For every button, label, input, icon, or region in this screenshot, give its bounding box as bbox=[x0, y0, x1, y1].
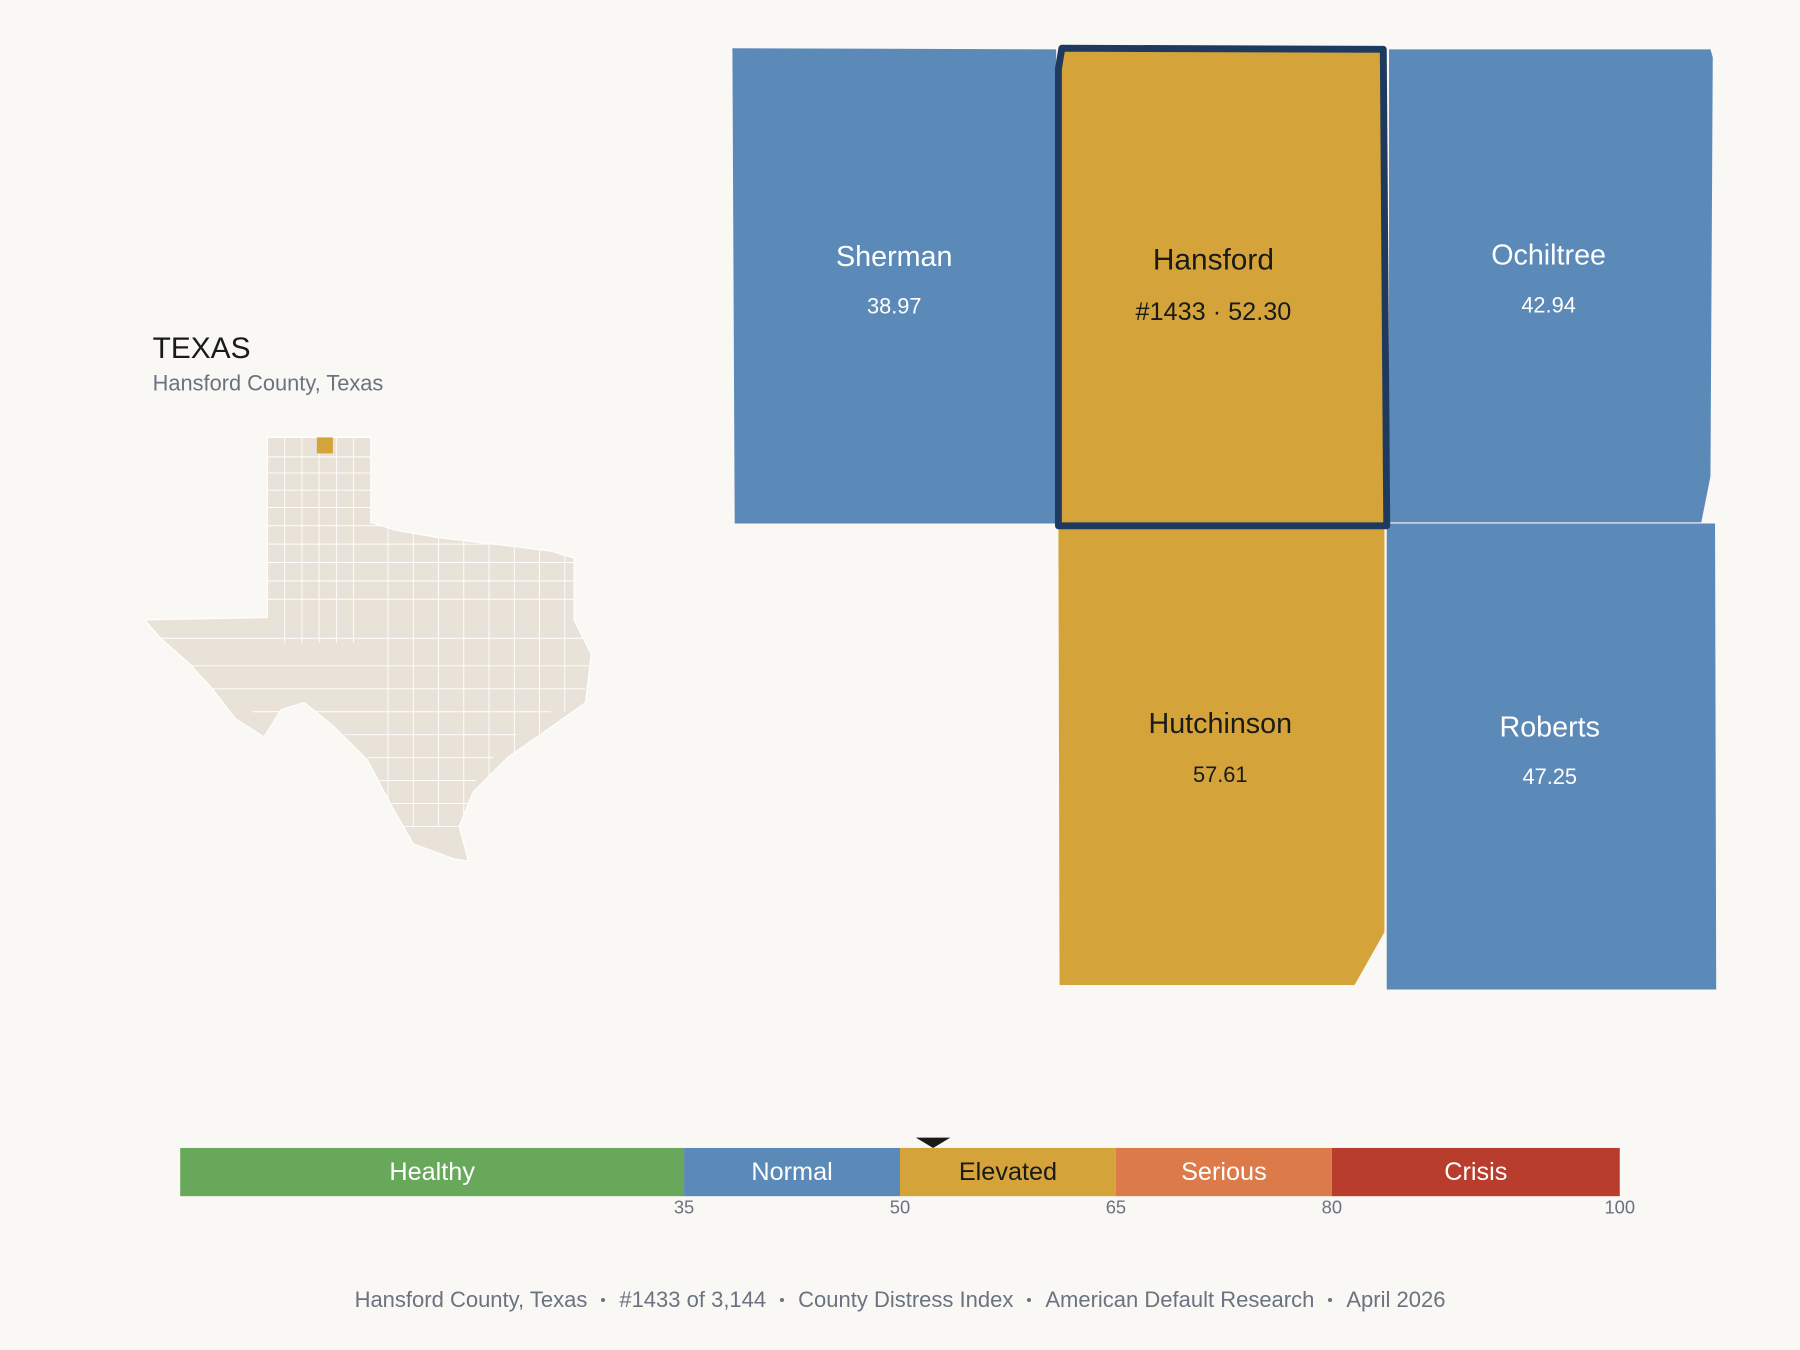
separator-dot bbox=[1328, 1298, 1333, 1302]
scale-tick-label: 100 bbox=[1604, 1197, 1635, 1218]
footer-item: April 2026 bbox=[1346, 1287, 1446, 1312]
county-value: 42.94 bbox=[1521, 292, 1576, 317]
scale-band bbox=[1115, 1147, 1332, 1197]
scale-band-label: Serious bbox=[1181, 1158, 1267, 1186]
footer-item: American Default Research bbox=[1045, 1287, 1315, 1312]
distress-scale: Healthy Normal Elevated Serious Crisis 35 50 65… bbox=[180, 1137, 1635, 1218]
county-shape bbox=[1054, 44, 1391, 530]
footer-item: Hansford County, Texas bbox=[354, 1287, 588, 1312]
scale-tick-label: 50 bbox=[890, 1197, 910, 1218]
scale-band bbox=[180, 1147, 685, 1197]
county-name: Hansford bbox=[1153, 244, 1274, 277]
county-name: Ochiltree bbox=[1491, 240, 1606, 272]
footer-item: County Distress Index bbox=[798, 1287, 1014, 1312]
subtitle: Hansford County, Texas bbox=[153, 370, 384, 395]
scale-band-label: Crisis bbox=[1444, 1158, 1507, 1186]
county-name: Hutchinson bbox=[1149, 708, 1293, 740]
scale-tick-label: 65 bbox=[1106, 1197, 1126, 1218]
scale-band bbox=[1331, 1147, 1620, 1197]
county-value: 57.61 bbox=[1193, 762, 1248, 787]
county-map: Sherman 38.97 Ochiltree 42.94 Hutchinson 57.6… bbox=[732, 44, 1717, 990]
county: Hutchinson 57.61 bbox=[1058, 528, 1385, 985]
scale-marker bbox=[915, 1137, 951, 1148]
county-name: Sherman bbox=[836, 241, 952, 273]
separator-dot bbox=[1027, 1298, 1032, 1302]
selected-county-locator bbox=[316, 437, 333, 454]
county-shape bbox=[732, 48, 1059, 524]
texas-shape bbox=[143, 436, 592, 862]
state-title: TEXAS bbox=[153, 332, 251, 365]
county-shape bbox=[1386, 523, 1717, 990]
scale-band bbox=[684, 1147, 900, 1197]
separator-dot bbox=[601, 1298, 606, 1302]
county: Hansford #1433 · 52.30 bbox=[1054, 44, 1391, 530]
footer-item: #1433 of 3,144 bbox=[619, 1287, 767, 1312]
county: Sherman 38.97 bbox=[732, 48, 1059, 524]
state-outline-map bbox=[143, 436, 592, 862]
county: Roberts 47.25 bbox=[1386, 523, 1717, 990]
county-shape bbox=[1058, 528, 1385, 985]
county-value: #1433 · 52.30 bbox=[1135, 298, 1291, 326]
scale-band bbox=[900, 1147, 1116, 1197]
scale-band-label: Elevated bbox=[959, 1158, 1057, 1186]
scale-band-label: Normal bbox=[751, 1158, 832, 1186]
county-value: 47.25 bbox=[1522, 764, 1577, 789]
footer: Hansford County, Texas #1433 of 3,144 Coun… bbox=[0, 1283, 1800, 1317]
scale-tick-label: 80 bbox=[1322, 1197, 1342, 1218]
county-value: 38.97 bbox=[867, 293, 922, 318]
county-shape bbox=[1389, 49, 1713, 523]
county-name: Roberts bbox=[1500, 712, 1600, 744]
scale-band-label: Healthy bbox=[389, 1158, 475, 1186]
county: Ochiltree 42.94 bbox=[1389, 49, 1713, 523]
separator-dot bbox=[780, 1298, 785, 1302]
scale-tick-label: 35 bbox=[674, 1197, 694, 1218]
